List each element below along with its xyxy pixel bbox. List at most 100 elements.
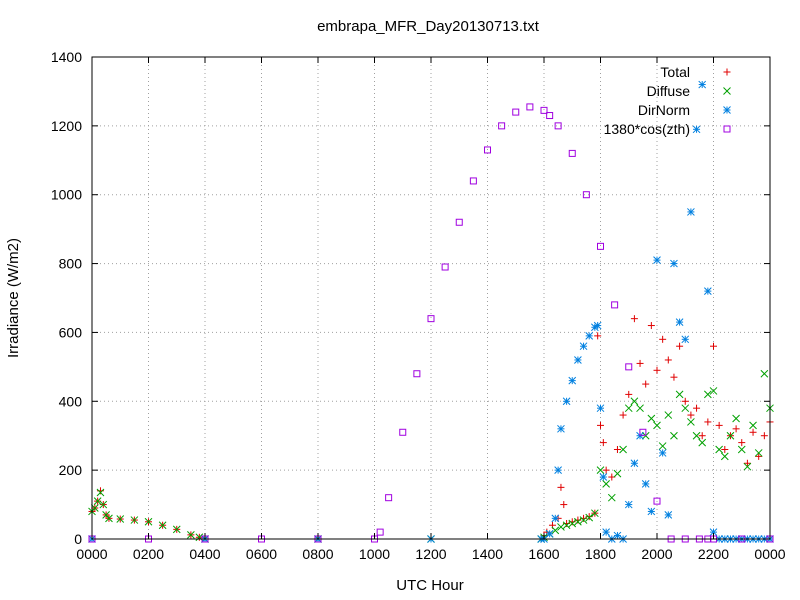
x-tick-label: 0800 [302, 546, 333, 562]
y-tick-label: 800 [59, 256, 83, 272]
data-point [560, 501, 568, 509]
data-point [574, 356, 582, 364]
data-point [593, 321, 602, 330]
data-point [675, 390, 684, 399]
data-point [597, 242, 604, 250]
data-point [554, 466, 562, 474]
data-point [760, 369, 769, 378]
data-point [526, 103, 534, 111]
data-point [732, 414, 740, 423]
data-point [607, 493, 616, 502]
data-point [636, 359, 644, 367]
y-axis-label: Irradiance (W/m2) [5, 238, 22, 358]
data-point [602, 466, 610, 474]
legend-marker [723, 68, 731, 76]
data-point [172, 525, 181, 534]
data-point [568, 376, 577, 385]
data-point [749, 421, 757, 430]
data-point [596, 404, 605, 413]
data-point [594, 332, 602, 340]
x-axis-label: UTC Hour [396, 577, 464, 594]
data-point [698, 432, 706, 440]
data-point [585, 332, 594, 340]
data-point [715, 445, 724, 454]
data-point [681, 335, 690, 344]
data-point [599, 473, 608, 481]
legend-marker [723, 87, 731, 95]
data-point [630, 397, 639, 406]
data-point [664, 411, 673, 419]
data-point [681, 397, 689, 405]
data-point [96, 488, 105, 497]
chart-title: embrapa_MFR_Day20130713.txt [317, 18, 540, 35]
y-tick-label: 1000 [51, 187, 82, 203]
data-point [116, 515, 125, 523]
data-point [596, 466, 605, 474]
data-point [636, 404, 644, 413]
data-point [385, 494, 393, 502]
data-point [619, 445, 627, 454]
data-point [653, 256, 661, 264]
x-tick-label: 2200 [698, 546, 729, 562]
data-point [484, 146, 491, 154]
x-tick-label: 0400 [189, 546, 220, 562]
legend: Total Diffuse DirNorm 1380*cos(zth) [604, 64, 731, 137]
data-point [641, 480, 650, 488]
data-point [720, 452, 729, 461]
data-point [376, 528, 384, 536]
x-tick-label: 2000 [641, 546, 672, 562]
y-tick-label: 200 [59, 462, 83, 478]
data-point [658, 449, 667, 457]
data-point [619, 411, 627, 419]
data-point [93, 497, 102, 505]
data-point [540, 106, 548, 114]
data-point [726, 431, 735, 440]
data-point [599, 439, 607, 447]
data-point [144, 517, 153, 526]
y-tick-label: 400 [59, 393, 83, 409]
data-point [698, 80, 707, 89]
data-point [551, 526, 560, 535]
data-point [630, 459, 639, 468]
data-point [675, 318, 684, 326]
data-point [658, 442, 667, 450]
data-point [99, 500, 108, 509]
data-point [585, 513, 594, 522]
data-point [687, 208, 695, 216]
x-tick-label: 1600 [528, 546, 559, 562]
x-tick-label: 0200 [133, 546, 164, 562]
data-point [670, 431, 678, 440]
data-point [546, 112, 554, 120]
data-point [642, 380, 650, 388]
data-point [158, 521, 167, 530]
data-point [441, 263, 449, 271]
legend-label: 1380*cos(zth) [604, 121, 690, 137]
data-point [698, 438, 707, 447]
data-point [754, 449, 763, 457]
data-point [715, 421, 723, 429]
data-point [670, 259, 678, 268]
data-point [611, 301, 619, 309]
data-point [590, 509, 599, 518]
x-tick-label: 1000 [359, 546, 390, 562]
data-point [687, 411, 695, 419]
data-point [738, 439, 746, 447]
data-point [597, 421, 604, 429]
data-point [427, 315, 435, 323]
x-tick-label: 1200 [415, 546, 446, 562]
data-point [551, 514, 560, 523]
data-point [703, 287, 712, 295]
data-point [512, 108, 520, 116]
x-axis-ticks: 0000 0200 0400 0600 0800 1000 1200 1400 1600 1800… [76, 57, 786, 562]
data-point [130, 516, 139, 524]
data-point [557, 523, 565, 531]
data-point [664, 356, 672, 364]
y-tick-label: 1200 [51, 118, 82, 134]
data-point [709, 387, 718, 395]
y-tick-label: 600 [59, 324, 83, 340]
data-point [554, 122, 562, 130]
data-point [687, 418, 695, 426]
data-point [545, 529, 554, 538]
legend-label: DirNorm [638, 102, 690, 118]
data-point [653, 366, 661, 374]
